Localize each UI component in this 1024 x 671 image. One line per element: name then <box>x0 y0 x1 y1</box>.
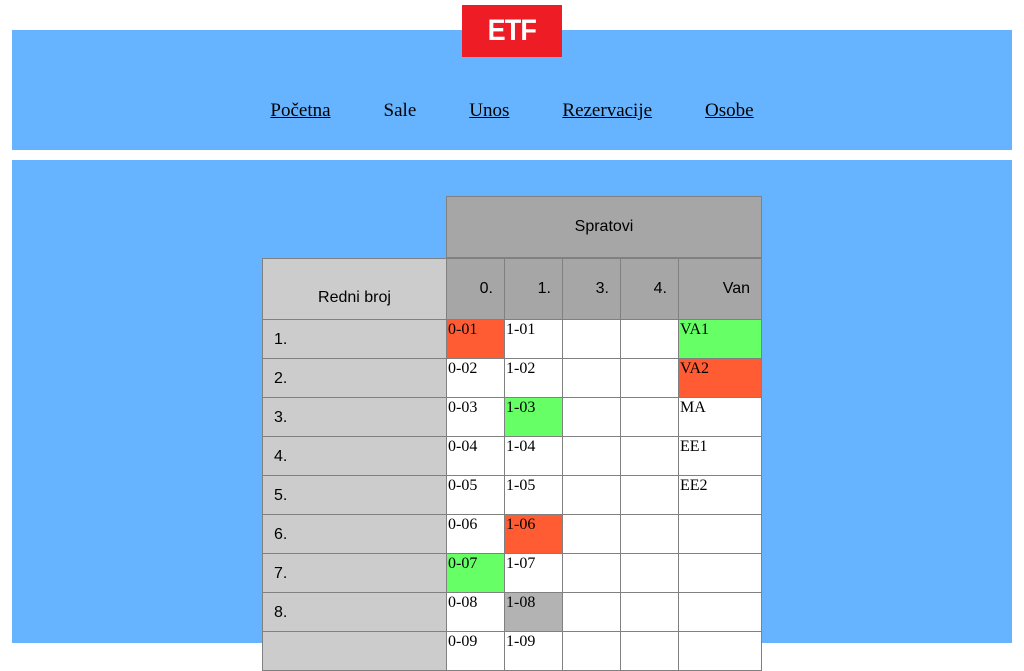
nav-osobe[interactable]: Osobe <box>705 100 754 121</box>
room-cell-0-07[interactable]: 0-07 <box>446 553 505 593</box>
main-nav: Početna Sale Unos Rezervacije Osobe <box>12 100 1012 122</box>
logo-text: ETF <box>487 14 537 47</box>
empty-cell <box>562 631 621 671</box>
empty-cell <box>562 397 621 437</box>
room-cell-va2[interactable]: VA2 <box>678 358 762 398</box>
nav-unos[interactable]: Unos <box>469 100 510 121</box>
room-cell-0-09[interactable]: 0-09 <box>446 631 505 671</box>
empty-cell <box>620 319 679 359</box>
room-cell-0-02[interactable]: 0-02 <box>446 358 505 398</box>
floor-header-van: Van <box>678 258 762 320</box>
room-cell-0-08[interactable]: 0-08 <box>446 592 505 632</box>
floor-header-3: 3. <box>562 258 621 320</box>
nav-pocetna[interactable]: Početna <box>270 100 331 121</box>
room-cell-1-02[interactable]: 1-02 <box>504 358 563 398</box>
row-number: 3. <box>262 397 447 437</box>
room-cell-1-08[interactable]: 1-08 <box>504 592 563 632</box>
row-number: 2. <box>262 358 447 398</box>
empty-cell <box>562 592 621 632</box>
row-number: 8. <box>262 592 447 632</box>
row-number: 7. <box>262 553 447 593</box>
room-cell-0-01[interactable]: 0-01 <box>446 319 505 359</box>
floor-header-0: 0. <box>446 258 505 320</box>
room-cell-1-07[interactable]: 1-07 <box>504 553 563 593</box>
row-number: 1. <box>262 319 447 359</box>
row-number: 6. <box>262 514 447 554</box>
row-number: 4. <box>262 436 447 476</box>
row-number-header: Redni broj <box>262 258 447 320</box>
nav-rezervacije[interactable]: Rezervacije <box>562 100 653 121</box>
floor-header-4: 4. <box>620 258 679 320</box>
empty-cell <box>562 553 621 593</box>
room-cell-1-01[interactable]: 1-01 <box>504 319 563 359</box>
floors-group-header: Spratovi <box>446 196 762 258</box>
empty-cell <box>620 631 679 671</box>
room-cell-0-03[interactable]: 0-03 <box>446 397 505 437</box>
empty-cell <box>678 592 762 632</box>
room-cell-ee2[interactable]: EE2 <box>678 475 762 515</box>
room-cell-ee1[interactable]: EE1 <box>678 436 762 476</box>
empty-cell <box>620 553 679 593</box>
etf-logo: ETF <box>462 5 562 57</box>
room-cell-0-05[interactable]: 0-05 <box>446 475 505 515</box>
empty-cell <box>620 592 679 632</box>
room-cell-ma[interactable]: MA <box>678 397 762 437</box>
empty-cell <box>562 514 621 554</box>
floor-header-1: 1. <box>504 258 563 320</box>
empty-cell <box>620 397 679 437</box>
room-cell-1-09[interactable]: 1-09 <box>504 631 563 671</box>
nav-sale: Sale <box>383 100 417 121</box>
room-cell-1-05[interactable]: 1-05 <box>504 475 563 515</box>
room-cell-0-04[interactable]: 0-04 <box>446 436 505 476</box>
empty-cell <box>562 319 621 359</box>
room-cell-1-03[interactable]: 1-03 <box>504 397 563 437</box>
empty-cell <box>620 514 679 554</box>
room-cell-1-06[interactable]: 1-06 <box>504 514 563 554</box>
empty-cell <box>678 553 762 593</box>
empty-cell <box>620 436 679 476</box>
empty-cell <box>678 514 762 554</box>
room-cell-1-04[interactable]: 1-04 <box>504 436 563 476</box>
row-number: 5. <box>262 475 447 515</box>
empty-cell <box>620 358 679 398</box>
empty-cell <box>620 475 679 515</box>
empty-cell <box>562 358 621 398</box>
row-number <box>262 631 447 671</box>
empty-cell <box>562 436 621 476</box>
room-cell-0-06[interactable]: 0-06 <box>446 514 505 554</box>
empty-cell <box>562 475 621 515</box>
room-cell-va1[interactable]: VA1 <box>678 319 762 359</box>
empty-cell <box>678 631 762 671</box>
